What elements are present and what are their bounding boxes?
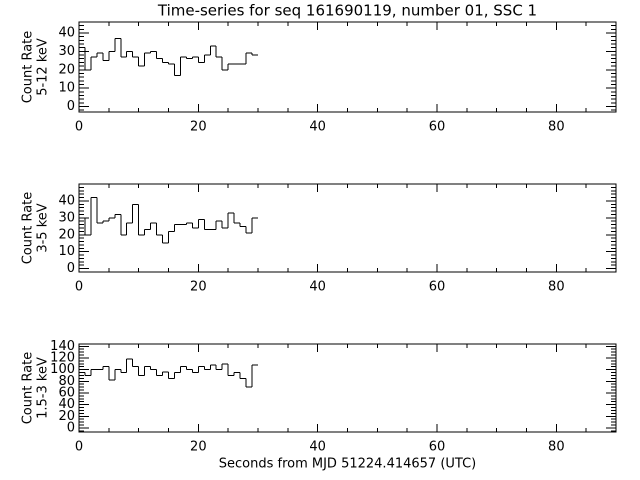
y-axis-label: Count Rate bbox=[21, 192, 36, 265]
chart-title: Time-series for seq 161690119, number 01… bbox=[157, 2, 537, 20]
y-tick-label: 140 bbox=[50, 339, 75, 354]
y-tick-label: 40 bbox=[58, 397, 75, 412]
y-tick-label: 80 bbox=[58, 374, 75, 389]
y-tick-label: 20 bbox=[58, 227, 75, 242]
y-tick-label: 120 bbox=[50, 350, 75, 365]
y-tick-label: 30 bbox=[58, 44, 75, 59]
x-tick-label: 20 bbox=[190, 280, 207, 295]
y-tick-label: 100 bbox=[50, 362, 75, 377]
y-tick-label: 20 bbox=[58, 62, 75, 77]
plot-frame bbox=[78, 21, 617, 113]
y-tick-label: 40 bbox=[58, 193, 75, 208]
y-tick-label: 0 bbox=[67, 420, 75, 435]
x-tick-label: 80 bbox=[548, 280, 565, 295]
x-tick-label: 40 bbox=[309, 280, 326, 295]
y-tick-label: 0 bbox=[67, 261, 75, 276]
x-tick-label: 20 bbox=[190, 440, 207, 455]
y-tick-label: 30 bbox=[58, 210, 75, 225]
x-tick-label: 40 bbox=[309, 440, 326, 455]
y-axis-label: 3-5 keV bbox=[36, 203, 51, 252]
y-tick-label: 20 bbox=[58, 409, 75, 424]
plot-frame bbox=[78, 183, 617, 273]
x-tick-label: 60 bbox=[429, 440, 446, 455]
x-tick-label: 60 bbox=[429, 120, 446, 135]
x-tick-label: 80 bbox=[548, 440, 565, 455]
y-axis-label: 1.5-3 keV bbox=[36, 357, 51, 419]
x-tick-label: 80 bbox=[548, 120, 565, 135]
y-tick-label: 0 bbox=[67, 99, 75, 114]
y-tick-label: 10 bbox=[58, 81, 75, 96]
x-tick-label: 20 bbox=[190, 120, 207, 135]
y-tick-label: 10 bbox=[58, 244, 75, 259]
y-tick-label: 60 bbox=[58, 385, 75, 400]
x-tick-label: 60 bbox=[429, 280, 446, 295]
y-axis-label: Count Rate bbox=[21, 352, 36, 425]
plot-frame bbox=[78, 343, 617, 433]
x-tick-label: 0 bbox=[75, 280, 83, 295]
y-axis-label: Count Rate bbox=[21, 31, 36, 104]
x-tick-label: 40 bbox=[309, 120, 326, 135]
x-tick-label: 0 bbox=[75, 120, 83, 135]
x-axis-label: Seconds from MJD 51224.414657 (UTC) bbox=[219, 457, 477, 472]
y-tick-label: 40 bbox=[58, 26, 75, 41]
y-axis-label: 5-12 keV bbox=[36, 38, 51, 96]
x-tick-label: 0 bbox=[75, 440, 83, 455]
